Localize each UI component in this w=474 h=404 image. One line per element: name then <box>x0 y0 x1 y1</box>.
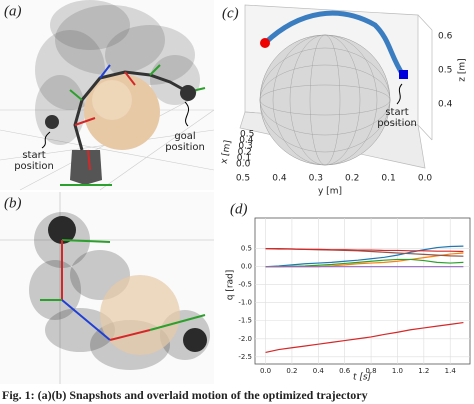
x-tick-label: 1.4 <box>445 367 457 375</box>
y-tick-label: 0.0 <box>241 263 252 271</box>
axis-label: z [m] <box>458 58 468 81</box>
x-tick-label: 1.0 <box>392 367 403 375</box>
trajectory <box>263 10 406 77</box>
y-tick-label: -2.5 <box>238 353 252 361</box>
x-tick-label: 0.6 <box>339 367 351 375</box>
arrow <box>184 101 190 127</box>
y-tick-label: 0.5 <box>236 174 250 184</box>
series-line <box>265 245 464 268</box>
y-tick-label: -1.0 <box>238 299 252 307</box>
plot-area <box>254 217 471 365</box>
x-axis-label: t [s] <box>353 373 372 383</box>
axis-label: x [m] <box>219 139 233 164</box>
x-tick-label: 0.5 <box>240 130 254 140</box>
x-tick-label: 0.2 <box>286 367 297 375</box>
annotation: goal position <box>165 131 205 153</box>
series-line <box>265 321 464 354</box>
panel-label: (d) <box>230 201 248 217</box>
y-tick-label: 0.5 <box>241 245 252 253</box>
y-axis-label: q [rad] <box>226 270 236 301</box>
x-tick-label: 0.8 <box>366 367 377 375</box>
render-b <box>0 192 214 384</box>
y-tick-label: -0.5 <box>238 281 252 289</box>
x-tick-label: 0.2 <box>238 148 252 158</box>
annotation: start position <box>14 150 54 172</box>
y-tick-label: -1.5 <box>238 317 252 325</box>
y-tick-label: 0.4 <box>272 174 287 184</box>
z-tick-label: 0.4 <box>438 100 453 110</box>
panel-label: (a) <box>4 3 22 19</box>
arrow <box>41 131 51 149</box>
x-tick-label: 1.2 <box>418 367 429 375</box>
y-tick-label: 0.0 <box>418 174 433 184</box>
sphere <box>259 34 391 166</box>
axis-label: y [m] <box>318 187 342 197</box>
arrow <box>396 83 403 105</box>
annotation: start position <box>377 107 417 129</box>
caption: Fig. 1: (a)(b) Snapshots and overlaid mo… <box>2 388 368 402</box>
goal-marker <box>399 70 408 79</box>
z-tick-label: 0.6 <box>438 32 453 42</box>
y-tick-label: -2.0 <box>238 335 252 343</box>
x-tick-label: 0.0 <box>260 367 271 375</box>
panel-label: (b) <box>4 195 22 211</box>
start-marker <box>260 38 270 48</box>
y-tick-label: 0.3 <box>309 174 323 184</box>
render-a <box>0 0 215 191</box>
series-line <box>265 248 464 253</box>
x-tick-label: 0.4 <box>313 367 325 375</box>
panel-label: (c) <box>222 5 239 21</box>
x-tick-label: 0.4 <box>239 136 254 146</box>
x-tick-label: 0.0 <box>236 160 251 170</box>
y-tick-label: 0.2 <box>345 174 359 184</box>
x-tick-label: 0.3 <box>238 142 252 152</box>
x-tick-label: 0.1 <box>237 154 251 164</box>
z-tick-label: 0.5 <box>438 66 452 76</box>
y-tick-label: 0.1 <box>381 174 395 184</box>
